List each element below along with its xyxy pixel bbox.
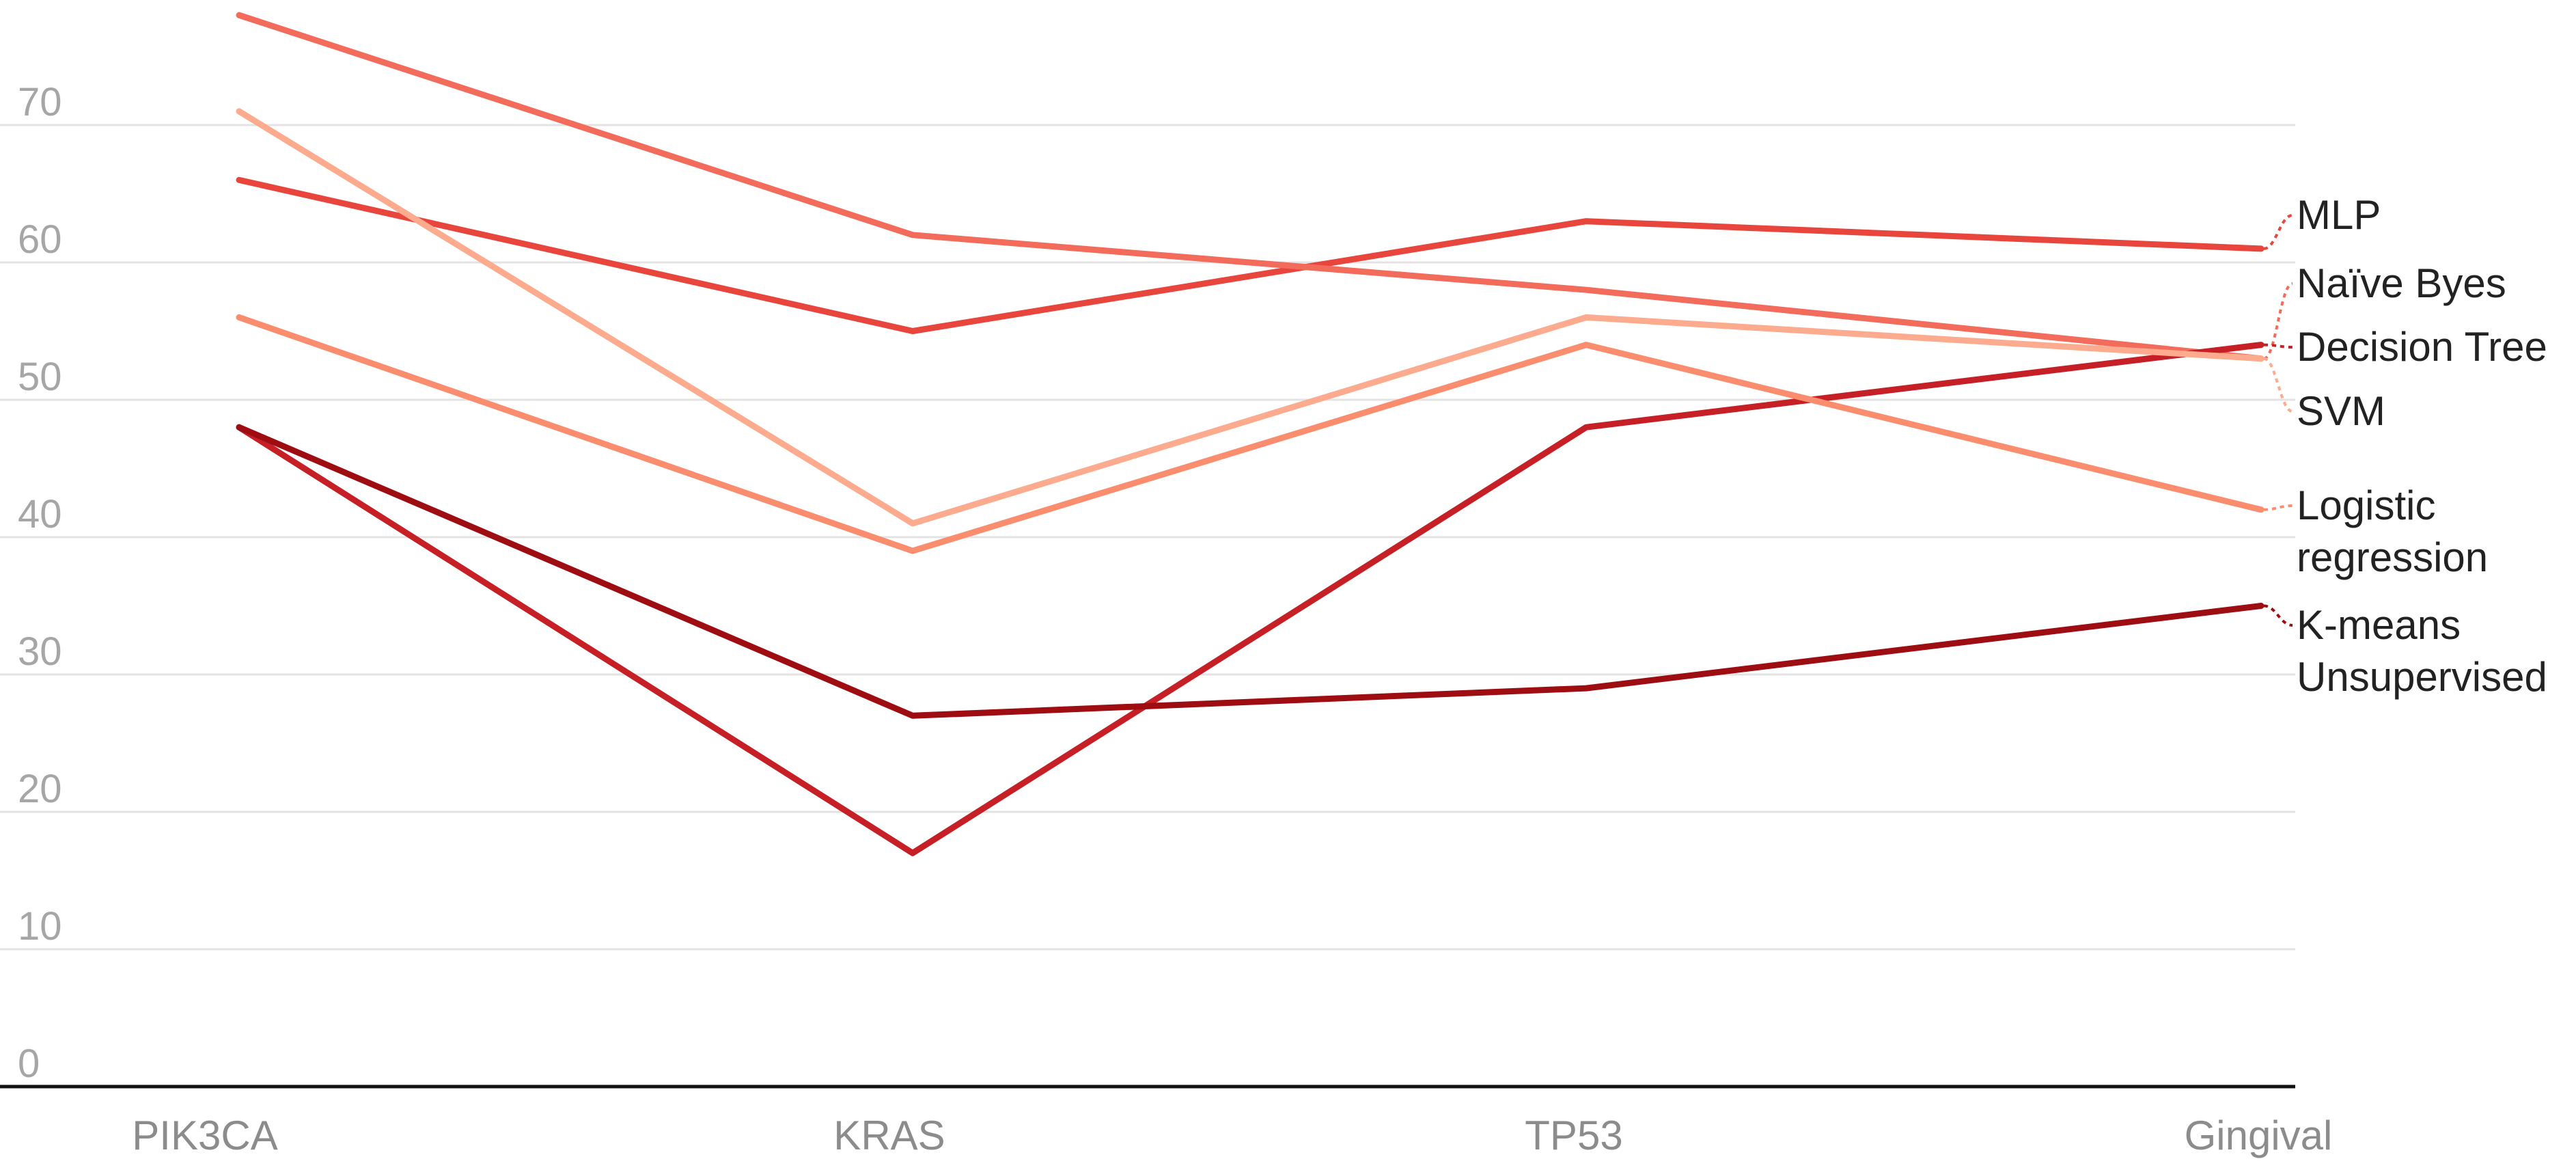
series-label-k-means-unsupervised-line-1: K-means — [2297, 602, 2461, 648]
y-tick-label-0: 0 — [18, 1041, 40, 1086]
series-line-decision-tree — [236, 342, 2265, 856]
leader-mlp — [2263, 214, 2293, 250]
leader-logistic-regression — [2263, 504, 2293, 511]
series-line-logistic-regression — [236, 314, 2265, 554]
x-tick-label-pik3ca: PIK3CA — [132, 1113, 277, 1158]
series-line-k-means-unsupervised — [236, 424, 2265, 719]
series-line-na-ve-byes — [236, 12, 2265, 362]
series-label-logistic-regression-line-1: Logistic — [2297, 482, 2435, 528]
series-label-mlp: MLP — [2297, 192, 2381, 238]
x-tick-label-kras: KRAS — [833, 1113, 945, 1158]
y-tick-label-40: 40 — [18, 492, 62, 536]
series-label-svm: SVM — [2297, 388, 2385, 434]
y-tick-label-50: 50 — [18, 355, 62, 399]
x-tick-label-gingival: Gingival — [2185, 1113, 2333, 1158]
y-tick-label-30: 30 — [18, 629, 62, 674]
series-label-k-means-unsupervised-line-2: Unsupervised — [2297, 654, 2547, 700]
y-tick-label-70: 70 — [18, 80, 62, 124]
leader-svm — [2263, 357, 2293, 413]
y-tick-label-20: 20 — [18, 767, 62, 811]
x-tick-label-tp53: TP53 — [1525, 1113, 1622, 1158]
leader-decision-tree — [2263, 343, 2293, 349]
y-tick-label-60: 60 — [18, 217, 62, 262]
leader-na-ve-byes — [2263, 282, 2293, 360]
series-label-decision-tree: Decision Tree — [2297, 324, 2547, 370]
series-label-na-ve-byes: Naïve Byes — [2297, 260, 2506, 306]
series-line-mlp — [236, 176, 2265, 334]
series-line-svm — [236, 108, 2265, 527]
series-label-logistic-regression-line-2: regression — [2297, 534, 2488, 580]
leader-k-means-unsupervised — [2263, 604, 2293, 627]
y-tick-label-10: 10 — [18, 904, 62, 949]
